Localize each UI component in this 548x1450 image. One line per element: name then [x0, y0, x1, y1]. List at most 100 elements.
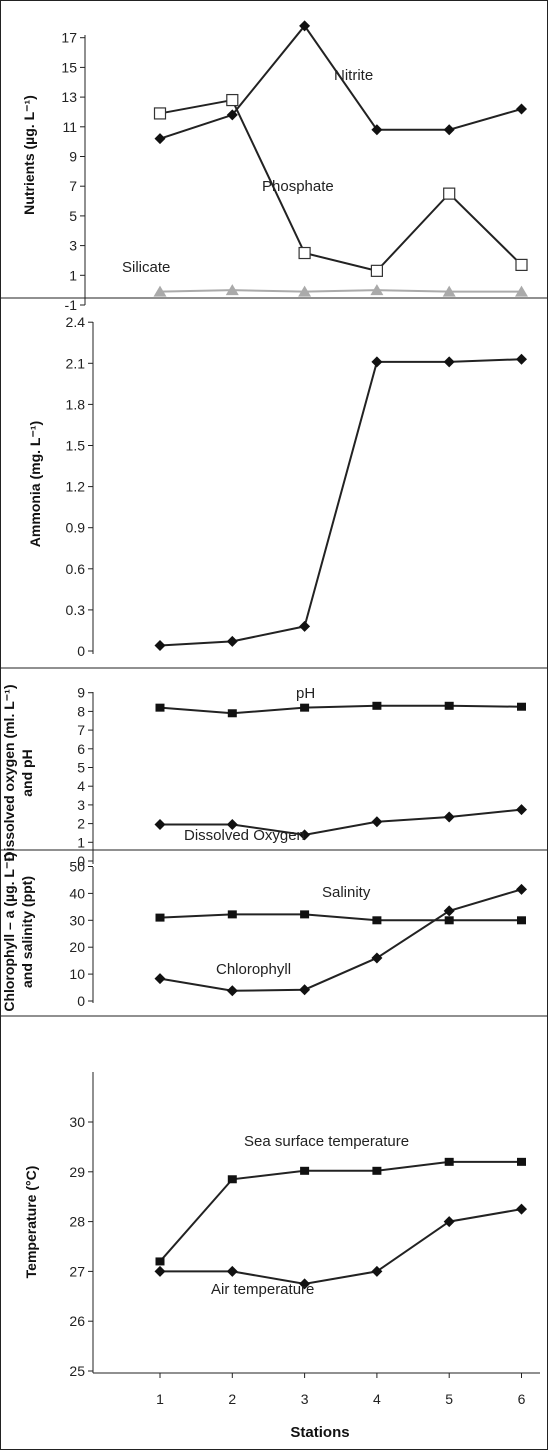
data-point	[516, 883, 527, 895]
series-line-nitrite	[159, 24, 522, 140]
data-point	[299, 1278, 311, 1290]
data-point	[155, 1257, 165, 1266]
y-tick-label: 2.1	[66, 355, 86, 371]
y-tick-label: 30	[69, 1114, 85, 1130]
data-point	[300, 910, 310, 919]
y-tick-label: 29	[69, 1164, 85, 1180]
y-tick-label: 1	[69, 267, 77, 283]
x-tick-label: 5	[445, 1391, 453, 1407]
y-tick-label: 3	[77, 797, 85, 813]
chart-panel-4: 0 10 20 30 40 50 Chlorophyll – a (µg. L⁻¹) and …	[1, 852, 527, 1012]
series-label: Sea surface temperature	[244, 1133, 409, 1150]
y-tick-label: 2	[77, 816, 85, 832]
chart-panel-3: 0 1 2 3 4 5 6 7 8 9 Dissolved oxygen (ml. L⁻¹) and …	[1, 685, 527, 869]
data-point	[227, 1175, 237, 1184]
data-point	[155, 703, 165, 712]
chart-panel-2: 0 0.3 0.6 0.9 1.2 1.5 1.8 2.1 2.4 Ammonia (mg. L⁻…	[27, 314, 527, 659]
x-axis-label: Stations	[290, 1424, 349, 1441]
y-tick-label: 0	[77, 643, 85, 659]
data-point	[154, 973, 166, 985]
y-tick-label: -1	[65, 297, 78, 313]
data-point	[371, 356, 383, 368]
y-tick-label: 3	[69, 238, 77, 254]
data-point	[517, 916, 526, 925]
y-tick-label: 30	[69, 912, 85, 928]
data-point	[443, 356, 455, 368]
y-tick-label: 1.8	[66, 396, 86, 412]
y-tick-label: 28	[69, 1214, 85, 1230]
y-tick-label: 27	[69, 1263, 85, 1279]
y-axis-label: Dissolved oxygen (ml. L⁻¹)	[1, 685, 17, 862]
data-point	[443, 187, 456, 200]
data-point	[444, 701, 454, 710]
data-point	[517, 1157, 526, 1166]
data-point	[371, 952, 383, 964]
y-tick-label: 40	[69, 885, 85, 901]
series-label: pH	[296, 685, 315, 702]
data-point	[226, 1265, 238, 1277]
y-axis-label: Nutrients (µg. L⁻¹)	[21, 95, 37, 215]
series-line-dissolved-oxygen	[160, 808, 522, 836]
data-point	[516, 804, 527, 816]
data-point	[154, 1265, 166, 1277]
y-tick-label: 0	[77, 853, 85, 869]
data-point	[370, 264, 383, 277]
y-axis-label-line-2: and pH	[19, 749, 35, 796]
y-tick-label: 7	[77, 722, 85, 738]
data-point	[370, 284, 384, 296]
data-point	[444, 916, 454, 925]
y-tick-label: 17	[61, 30, 77, 46]
series-line-silicate	[159, 289, 522, 293]
data-point	[443, 905, 455, 917]
data-point	[371, 124, 383, 136]
series-label: Chlorophyll	[216, 961, 291, 978]
data-point	[226, 109, 238, 121]
data-point	[371, 816, 383, 828]
data-point	[299, 829, 311, 841]
y-tick-label: 0.3	[66, 602, 86, 618]
y-tick-label: 0.6	[66, 561, 86, 577]
y-tick-label: 15	[61, 59, 77, 75]
data-point	[227, 910, 237, 919]
series-label: Salinity	[322, 884, 371, 901]
data-point	[299, 984, 311, 996]
x-tick-label: 6	[518, 1391, 526, 1407]
series-line-ammonia	[159, 358, 522, 647]
y-axis-label: Ammonia (mg. L⁻¹)	[27, 421, 43, 547]
y-axis-label: Temperature (°C)	[23, 1166, 39, 1279]
data-point	[154, 133, 166, 145]
y-tick-label: 2.4	[66, 314, 86, 330]
y-tick-label: 7	[69, 178, 77, 194]
y-axis-label-line-2: and salinity (ppt)	[19, 876, 35, 988]
y-tick-label: 26	[69, 1313, 85, 1329]
series-label: Air temperature	[211, 1281, 314, 1298]
series-line-air-temperature	[160, 1208, 522, 1285]
data-point	[515, 258, 528, 272]
data-point	[443, 811, 455, 823]
x-tick-label: 3	[301, 1391, 309, 1407]
data-point	[372, 1166, 382, 1175]
y-tick-label: 6	[77, 741, 85, 757]
y-tick-label: 25	[69, 1363, 85, 1379]
data-point	[300, 703, 310, 712]
data-point	[226, 93, 239, 107]
data-point	[225, 284, 239, 296]
data-point	[444, 1157, 454, 1166]
data-point	[153, 285, 167, 297]
y-tick-label: 1.5	[66, 438, 86, 454]
data-point	[300, 1166, 310, 1175]
series-line-chlorophyll	[159, 888, 522, 992]
y-tick-label: 5	[69, 208, 77, 224]
data-point	[299, 620, 311, 632]
y-axis-label: Chlorophyll – a (µg. L⁻¹)	[1, 852, 17, 1011]
y-tick-label: 1.2	[66, 479, 86, 495]
data-point	[516, 353, 527, 365]
y-tick-label: 10	[69, 966, 85, 982]
y-tick-label: 1	[77, 834, 85, 850]
series-label: Nitrite	[334, 67, 373, 84]
y-tick-label: 0	[77, 993, 85, 1009]
series-line-phosphate	[159, 98, 523, 272]
y-tick-label: 5	[77, 760, 85, 776]
data-point	[226, 819, 238, 831]
